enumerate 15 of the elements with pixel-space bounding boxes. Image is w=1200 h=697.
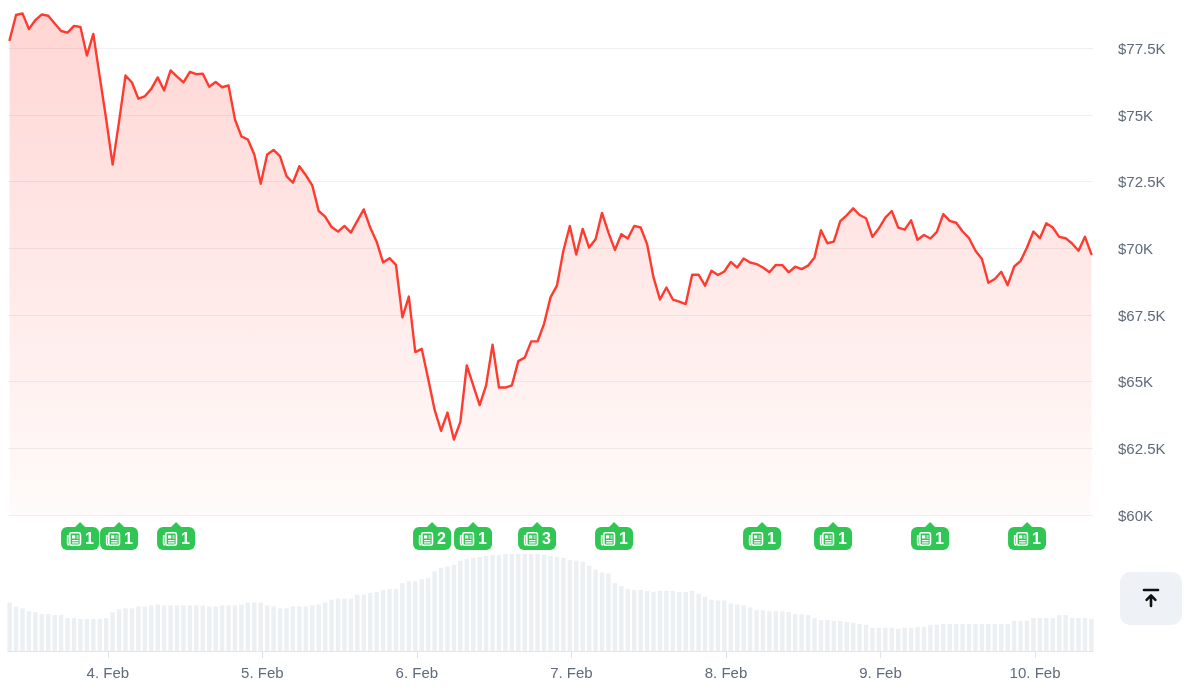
y-tick-label: $62.5K (1118, 439, 1166, 457)
y-tick-label: $60K (1118, 506, 1154, 524)
y-tick-label: $67.5K (1118, 306, 1166, 324)
y-tick-label: $77.5K (1118, 39, 1166, 57)
y-tick-label: $65K (1118, 373, 1154, 391)
x-tick-label: 4. Feb (86, 664, 130, 681)
y-tick-label: $75K (1118, 106, 1154, 124)
x-tick-label: 8. Feb (704, 664, 748, 681)
x-tick-label: 5. Feb (241, 664, 284, 681)
x-tick-label: 6. Feb (395, 664, 439, 681)
x-tick-label: 9. Feb (859, 664, 902, 681)
y-tick-label: $72.5K (1118, 173, 1166, 191)
y-tick-label: $70K (1118, 239, 1154, 257)
x-tick-label: 10. Feb (1009, 664, 1061, 681)
x-tick-label: 7. Feb (550, 664, 593, 681)
